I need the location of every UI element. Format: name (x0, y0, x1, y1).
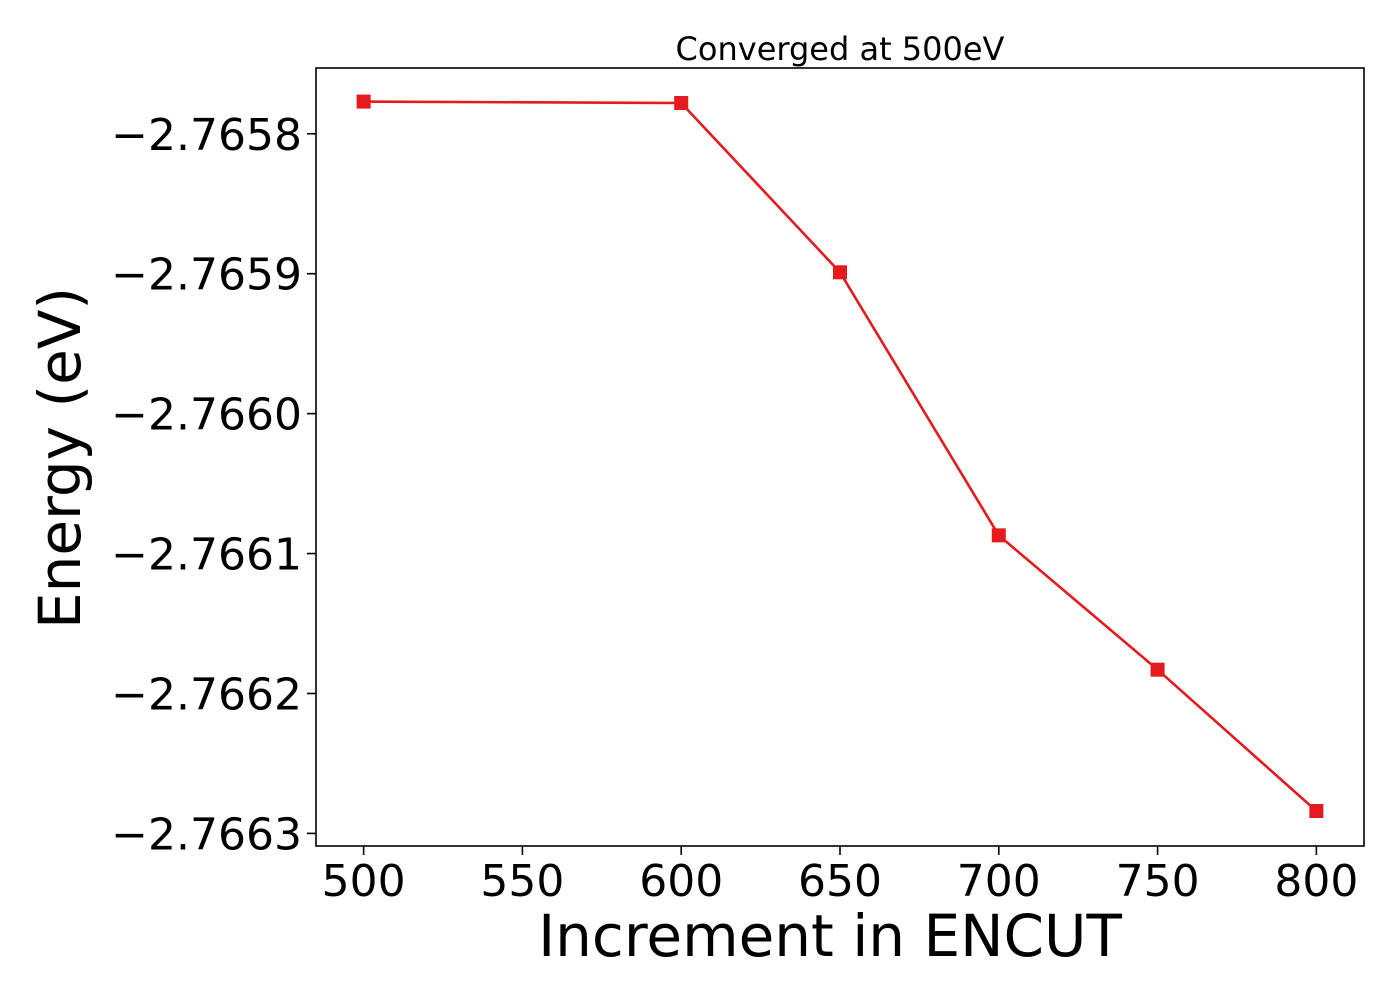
y-tick-label: −2.7661 (111, 530, 302, 581)
data-point-marker (991, 528, 1006, 543)
x-tick-label: 650 (798, 856, 882, 907)
plot-area (356, 94, 1324, 819)
data-point-marker (833, 265, 847, 280)
y-tick-label: −2.7663 (111, 809, 302, 860)
data-point-marker (1309, 804, 1324, 819)
x-axis-label: Increment in ENCUT (538, 902, 1122, 970)
data-point-marker (674, 95, 689, 110)
x-tick-label: 550 (480, 856, 564, 907)
y-axis-label: Energy (eV) (26, 287, 94, 629)
x-tick-label: 700 (957, 856, 1041, 907)
y-tick-label: −2.7662 (111, 669, 302, 720)
plot-frame (315, 67, 1365, 847)
y-tick-label: −2.7658 (111, 110, 302, 161)
x-tick-label: 500 (322, 856, 406, 907)
x-tick-label: 750 (1116, 856, 1200, 907)
x-tick-label: 800 (1274, 856, 1358, 907)
data-point-marker (1150, 662, 1165, 677)
y-tick-label: −2.7660 (111, 390, 302, 441)
x-tick-label: 600 (639, 856, 723, 907)
y-tick-label: −2.7659 (111, 250, 302, 301)
y-axis-ticks: −2.7663 −2.7662 −2.7661 −2.7660 −2.7659 −2.76… (111, 110, 316, 860)
series-line (363, 100, 1318, 812)
x-axis-ticks: 500 550 600 650 700 750 800 (322, 846, 1358, 907)
chart-title: Converged at 500eV (676, 30, 1005, 68)
data-point-marker (356, 94, 371, 109)
